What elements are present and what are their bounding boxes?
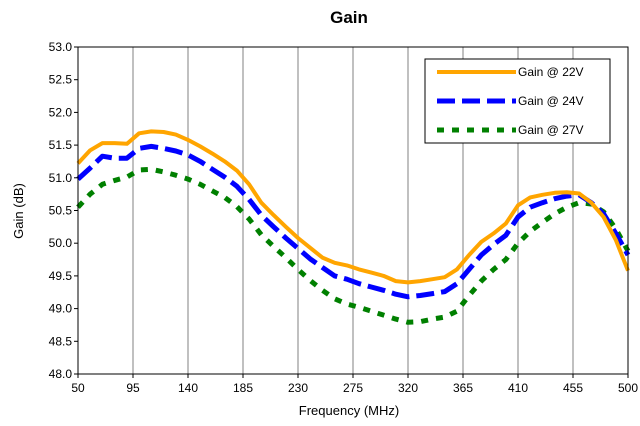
chart-title: Gain xyxy=(330,8,368,27)
y-tick-label: 52.0 xyxy=(49,105,73,119)
x-tick-label: 230 xyxy=(288,381,308,395)
series-line-3 xyxy=(76,166,631,325)
y-tick-label: 52.5 xyxy=(49,73,73,87)
legend-label: Gain @ 24V xyxy=(518,94,584,108)
y-tick-label: 53.0 xyxy=(49,40,73,54)
y-tick-label: 49.0 xyxy=(49,302,73,316)
series-layer xyxy=(76,129,631,325)
x-tick-label: 410 xyxy=(508,381,528,395)
x-tick-label: 500 xyxy=(618,381,638,395)
y-tick-label: 48.0 xyxy=(49,367,73,381)
x-tick-label: 185 xyxy=(233,381,253,395)
x-tick-label: 275 xyxy=(343,381,363,395)
y-tick-label: 51.0 xyxy=(49,171,73,185)
series-line-2 xyxy=(76,143,631,300)
series-line-1 xyxy=(76,129,630,285)
y-tick-label: 50.0 xyxy=(49,236,73,250)
x-tick-label: 320 xyxy=(398,381,418,395)
y-tick-label: 51.5 xyxy=(49,138,73,152)
legend-label: Gain @ 22V xyxy=(518,65,584,79)
x-axis-ticks: 50 95 140 185 230 275 320 365 410 455 500 xyxy=(71,374,638,395)
y-tick-label: 50.5 xyxy=(49,204,73,218)
x-tick-label: 95 xyxy=(126,381,140,395)
legend-label: Gain @ 27V xyxy=(518,123,584,137)
y-tick-label: 48.5 xyxy=(49,334,73,348)
x-axis-label: Frequency (MHz) xyxy=(299,403,399,418)
legend: Gain @ 22V Gain @ 24V Gain @ 27V xyxy=(424,58,611,144)
x-tick-label: 140 xyxy=(178,381,198,395)
x-tick-label: 365 xyxy=(453,381,473,395)
x-tick-label: 455 xyxy=(563,381,583,395)
y-tick-label: 49.5 xyxy=(49,269,73,283)
x-tick-label: 50 xyxy=(71,381,85,395)
y-axis-ticks: 48.0 48.5 49.0 49.5 50.0 50.5 51.0 51.5 52.0 52.5… xyxy=(49,40,78,381)
y-axis-label: Gain (dB) xyxy=(11,183,26,239)
